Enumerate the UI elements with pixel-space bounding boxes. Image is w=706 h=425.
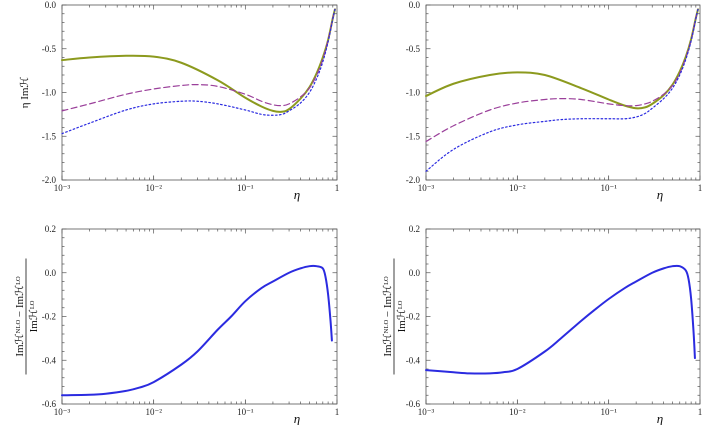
plot-frame (425, 4, 701, 181)
y-tick-label: -0.2 (42, 312, 56, 322)
y-tick-label: -1.0 (42, 88, 57, 98)
y-tick-label: 0.2 (409, 224, 420, 234)
y-tick-label: -0.5 (42, 44, 57, 54)
x-tick-label: 10⁻¹ (600, 183, 617, 193)
series-dotted (61, 8, 336, 135)
x-tick-label: 1 (335, 407, 340, 417)
chart-panel-bottom-left: 10⁻³ 10⁻² 10⁻¹ 1 0.2 0.0 -0.2 -0.4 -0.6 η Imℋᴺᴸᴼ −… (14, 224, 339, 425)
chart-panel-bottom-right: 10⁻³ 10⁻² 10⁻¹ 1 0.2 0.0 -0.2 -0.4 -0.6 η Imℋᴺᴸᴼ −… (382, 224, 702, 425)
plot-frame (61, 228, 338, 405)
x-tick-label: 10⁻² (145, 407, 162, 417)
x-tick-label: 1 (698, 407, 703, 417)
series-ratio (425, 264, 696, 375)
x-axis-label: η (657, 187, 663, 202)
x-tick-label: 10⁻¹ (237, 183, 254, 193)
y-tick-label: -0.4 (406, 355, 421, 365)
x-tick-label: 10⁻³ (54, 183, 71, 193)
y-tick-label: -0.4 (42, 355, 57, 365)
y-label-denominator: Imℋᴸᴼ (396, 300, 408, 332)
y-tick-label: -0.2 (406, 312, 420, 322)
series-dashed (425, 8, 699, 143)
x-tick-label: 10⁻¹ (237, 407, 254, 417)
plot-frame (61, 4, 338, 181)
series-line-dashed (61, 8, 336, 112)
y-tick-label: 0.2 (45, 224, 56, 234)
y-tick-label: 0.0 (409, 268, 421, 278)
y-tick-label: -2.0 (406, 175, 421, 185)
y-tick-label: -1.5 (406, 131, 421, 141)
y-tick-label: -0.5 (406, 44, 421, 54)
x-tick-label: 1 (698, 183, 703, 193)
y-label-numerator: Imℋᴺᴸᴼ − Imℋᴸᴼ (14, 276, 26, 357)
x-tick-label: 10⁻² (145, 183, 162, 193)
x-tick-label: 10⁻³ (418, 183, 435, 193)
y-axis-label: η Imℋ (19, 77, 31, 109)
y-axis-fraction-label: Imℋᴺᴸᴼ − Imℋᴸᴼ Imℋᴸᴼ (382, 258, 408, 375)
x-axis-label: η (657, 411, 663, 425)
series-line-ratio (61, 264, 333, 397)
series-solid (425, 8, 699, 110)
x-tick-label: 10⁻³ (418, 407, 435, 417)
series-dotted (425, 8, 699, 172)
series-ratio (61, 264, 333, 397)
y-tick-label: -1.0 (406, 88, 421, 98)
series-line-solid (425, 8, 699, 110)
y-label-numerator: Imℋᴺᴸᴼ − Imℋᴸᴼ (382, 276, 394, 357)
series-line-solid (61, 8, 336, 113)
y-tick-label: 0.0 (409, 0, 421, 10)
x-tick-label: 10⁻¹ (600, 407, 617, 417)
y-tick-label: -1.5 (42, 131, 57, 141)
series-line-dashed (425, 8, 699, 143)
x-tick-label: 1 (335, 183, 340, 193)
series-line-ratio (425, 264, 696, 375)
y-tick-label: -0.6 (406, 399, 421, 409)
x-tick-label: 10⁻² (509, 407, 526, 417)
y-tick-label: -2.0 (42, 175, 57, 185)
series-dashed (61, 8, 336, 112)
y-tick-label: 0.0 (45, 268, 57, 278)
series-solid (61, 8, 336, 113)
y-label-denominator: Imℋᴸᴼ (28, 300, 40, 332)
y-tick-label: -0.6 (42, 399, 57, 409)
x-tick-label: 10⁻³ (54, 407, 71, 417)
plot-frame (425, 228, 701, 405)
series-line-dotted (425, 8, 699, 172)
x-tick-label: 10⁻² (509, 183, 526, 193)
y-axis-fraction-label: Imℋᴺᴸᴼ − Imℋᴸᴼ Imℋᴸᴼ (14, 258, 40, 375)
x-axis-label: η (294, 411, 300, 425)
chart-panel-top-left: 10⁻³ 10⁻² 10⁻¹ 1 0.0 -0.5 -1.0 -1.5 -2.0 η η Imℋ (19, 0, 339, 202)
series-line-dotted (61, 8, 336, 135)
y-tick-label: 0.0 (45, 0, 57, 10)
chart-panel-top-right: 10⁻³ 10⁻² 10⁻¹ 1 0.0 -0.5 -1.0 -1.5 -2.0 η (406, 0, 703, 202)
x-axis-label: η (294, 187, 300, 202)
